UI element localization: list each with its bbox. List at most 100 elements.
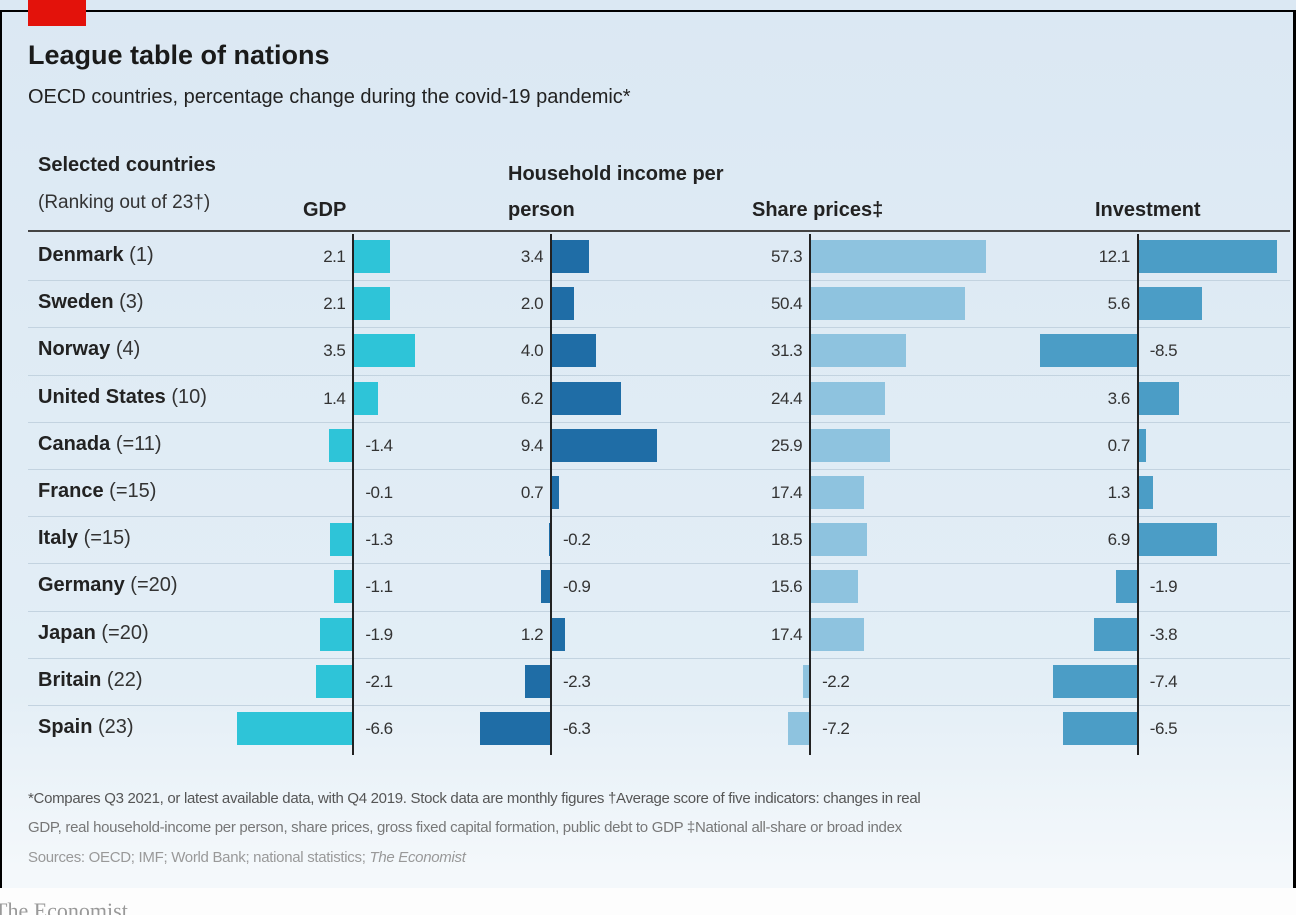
value-label: -3.8 [1149, 624, 1178, 644]
row-separator [28, 610, 1290, 612]
value-label: -0.2 [563, 530, 591, 550]
bar [353, 334, 415, 368]
value-label: -2.1 [365, 671, 393, 691]
value-label: -8.5 [1149, 341, 1178, 361]
bar [810, 570, 858, 604]
bar [1052, 664, 1138, 698]
value-label: 0.7 [520, 483, 544, 502]
frame-right [1293, 10, 1296, 915]
row-separator [28, 280, 1290, 282]
sources-text: Sources: OECD; IMF; World Bank; national… [28, 849, 366, 866]
value-label: 25.9 [771, 435, 803, 455]
ranking: (23) [98, 716, 134, 738]
value-label: -1.9 [365, 624, 393, 644]
ranking: (4) [115, 338, 141, 361]
brand-strip [0, 888, 1296, 915]
value-label: -7.4 [1149, 671, 1178, 691]
bar [1137, 428, 1146, 462]
value-label: -7.2 [822, 719, 850, 738]
value-label: -0.9 [563, 577, 591, 597]
value-label: 17.4 [771, 624, 803, 644]
country: United States [38, 385, 166, 408]
bar [551, 428, 657, 462]
value-label: 12.1 [1098, 247, 1131, 266]
bar [551, 381, 621, 415]
bar [480, 712, 552, 745]
bar [1115, 570, 1138, 604]
bar [1094, 617, 1138, 651]
zero-line [1136, 234, 1139, 756]
ranking: (=15) [83, 527, 131, 550]
country: Japan [38, 621, 96, 644]
value-label: 57.3 [771, 247, 803, 266]
value-label: 5.6 [1107, 294, 1131, 314]
category-label: Denmark (1) [38, 244, 154, 267]
ranking: (3) [119, 291, 144, 314]
value-label: 2.0 [520, 294, 544, 314]
value-label: -1.4 [365, 435, 393, 455]
ranking: (=11) [115, 432, 162, 455]
subtitle: OECD countries, percentage change during… [28, 86, 631, 108]
category-label: Japan (=20) [38, 622, 149, 645]
bar [551, 334, 597, 368]
category-subheader: (Ranking out of 23†) [38, 192, 211, 213]
bar [810, 240, 986, 273]
ranking: (10) [171, 385, 207, 408]
bar [316, 664, 354, 698]
value-label: 6.2 [520, 388, 544, 408]
bar [788, 712, 811, 745]
country: Spain [38, 716, 93, 738]
value-label: 4.0 [520, 341, 544, 361]
row-separator [28, 421, 1290, 423]
row-separator [28, 563, 1290, 565]
chart-title: League table of nations [28, 40, 330, 70]
bar [1063, 712, 1138, 745]
value-label: 6.9 [1107, 530, 1131, 550]
value-label: 2.1 [323, 294, 346, 314]
series-header: Household income per person [508, 163, 724, 221]
row-separator [28, 374, 1290, 376]
frame-top [0, 10, 1296, 12]
value-label: -6.3 [563, 719, 591, 738]
value-label: -0.1 [365, 483, 393, 502]
value-label: 24.4 [771, 388, 803, 408]
value-label: -1.1 [365, 577, 393, 597]
bar [1137, 240, 1277, 273]
bar [1137, 381, 1180, 415]
bar [319, 617, 354, 651]
bar [803, 664, 811, 698]
value-label: 9.4 [520, 435, 544, 455]
row-separator [28, 657, 1290, 659]
category-label: Britain (22) [38, 669, 142, 692]
brand: The Economist [0, 898, 128, 915]
sources-italic: The Economist [369, 849, 466, 866]
bar [353, 287, 391, 321]
header-rule [28, 230, 1290, 232]
row-separator [28, 327, 1290, 329]
value-label: 3.4 [520, 247, 544, 266]
bar [548, 523, 552, 557]
category-label: Italy (=15) [38, 527, 131, 550]
bar [810, 334, 907, 368]
series-header: GDP [303, 199, 347, 221]
series-header: Share prices‡ [752, 199, 884, 221]
bar [810, 381, 885, 415]
country: Britain [38, 668, 102, 691]
sources: Sources: OECD; IMF; World Bank; national… [28, 849, 466, 866]
value-label: 3.5 [323, 341, 346, 361]
value-label: 31.3 [771, 341, 803, 361]
row-separator [28, 516, 1290, 518]
bar [810, 523, 867, 557]
value-label: -2.3 [563, 671, 591, 691]
bar [525, 664, 552, 698]
value-label: -1.3 [365, 530, 393, 550]
bar [810, 287, 965, 321]
zero-line [809, 234, 812, 756]
zero-line [352, 234, 355, 756]
value-label: 3.6 [1107, 388, 1131, 408]
country: Denmark [38, 244, 124, 266]
series-header: Investment [1095, 199, 1201, 221]
country: Germany [38, 574, 125, 597]
value-label: 17.4 [771, 483, 803, 502]
category-label: Canada (=11) [38, 433, 162, 456]
